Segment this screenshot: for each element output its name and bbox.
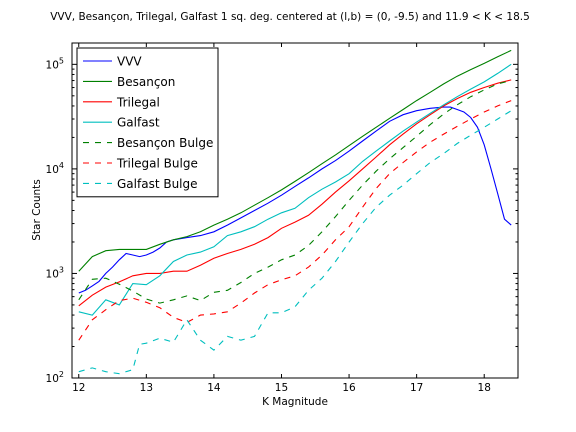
series-line-galfast-bulge [78,110,512,375]
plot-frame [71,42,519,379]
series-layer [78,49,512,375]
series-line-trilegal [78,79,512,307]
x-tick-label: 14 [207,382,221,394]
x-tick-label: 13 [140,382,153,394]
chart-title: VVV, Besançon, Trilegal, Galfast 1 sq. d… [50,11,530,23]
legend-label: Trilegal [116,95,160,109]
y-tick-label: 102 [46,370,64,385]
legend-label: Besançon Bulge [117,136,213,150]
x-tick-label: 16 [342,382,356,394]
series-line-besan-on-bulge [78,79,512,304]
legend-label: Galfast [117,116,160,130]
y-tick-label-base: 10 [46,164,59,176]
y-tick-label-exponent: 3 [59,265,64,274]
y-tick-label-base: 10 [46,59,59,71]
series-line-vvv [78,106,512,294]
y-tick-label-base: 10 [46,373,59,385]
legend-label: Besançon [117,75,175,89]
x-tick-label: 15 [275,382,288,394]
y-tick-label-exponent: 5 [59,56,64,65]
legend-label: Trilegal Bulge [116,157,198,171]
series-line-galfast [78,63,512,316]
legend-label: Galfast Bulge [117,177,198,191]
x-tick-label: 12 [72,382,85,394]
y-tick-label-exponent: 4 [59,161,64,170]
y-tick-label-base: 10 [46,268,59,280]
y-axis-label: Star Counts [31,179,43,241]
y-tick-label: 105 [46,56,64,71]
series-line-besan-on [78,49,512,272]
legend: VVV Besançon Trilegal Galfast Besançon Bulge… [76,47,219,198]
x-tick-label: 17 [410,382,423,394]
y-tick-label-exponent: 2 [59,370,64,379]
y-tick-label: 104 [46,161,64,176]
legend-label: VVV [117,55,142,69]
x-axis-label: K Magnitude [262,396,328,408]
y-tick-label: 103 [46,265,64,280]
x-tick-label: 18 [478,382,491,394]
